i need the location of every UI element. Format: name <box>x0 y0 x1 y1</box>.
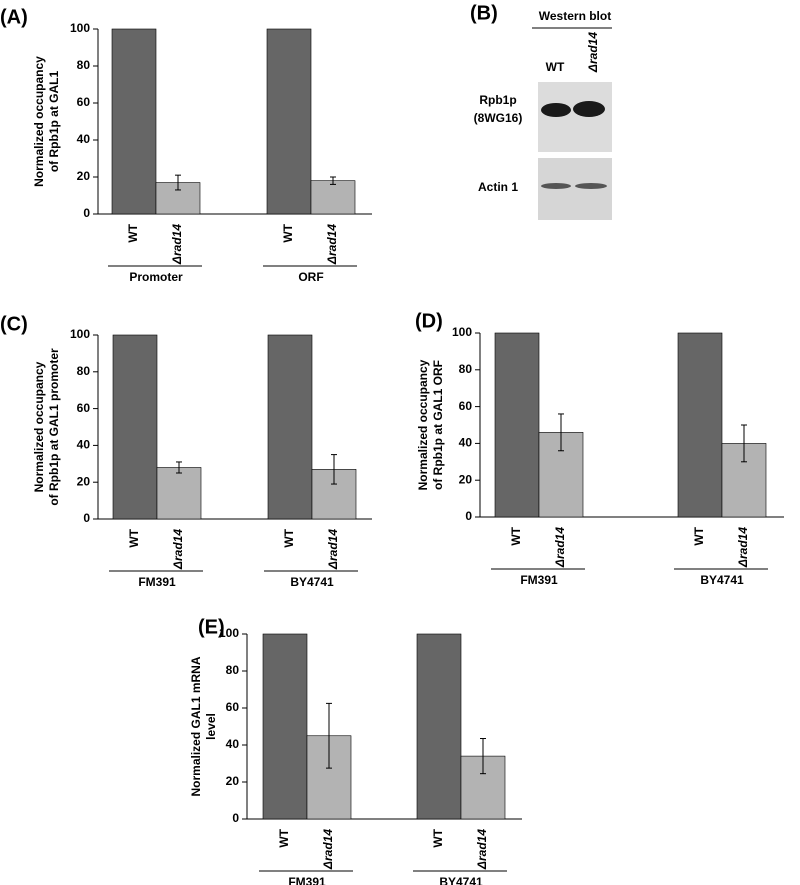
bar-label: Δrad14 <box>321 829 335 870</box>
y-tick-label: 20 <box>459 472 473 486</box>
blot-image <box>538 82 612 152</box>
error-bar <box>176 461 182 474</box>
y-axis-label: of Rpb1p at GAL1 ORF <box>431 360 445 490</box>
lane-label: WT <box>546 60 565 74</box>
y-axis-label: Normalized occupancy <box>416 359 430 490</box>
group-label: ORF <box>298 270 323 284</box>
panel-label: (C) <box>0 313 28 335</box>
y-tick-label: 80 <box>77 364 91 378</box>
y-tick-label: 0 <box>83 206 90 220</box>
y-tick-label: 100 <box>452 325 472 339</box>
group-label: BY4741 <box>700 573 744 587</box>
blot-title: Western blot <box>539 9 611 23</box>
bar <box>460 755 506 820</box>
bar-label: Δrad14 <box>553 527 567 568</box>
y-tick-label: 60 <box>459 399 473 413</box>
bar-label: Δrad14 <box>326 529 340 570</box>
bar-label: WT <box>127 528 141 547</box>
bar <box>112 334 158 520</box>
bar <box>156 467 202 520</box>
y-tick-label: 80 <box>459 362 473 376</box>
bar <box>262 633 308 820</box>
y-tick-label: 40 <box>226 737 240 751</box>
bar <box>111 28 157 215</box>
error-bar <box>326 702 332 769</box>
panel-label: (D) <box>415 310 443 332</box>
group-label: FM391 <box>288 875 326 885</box>
western-blot: (B) Western blot WT Δrad14 Rpb1p (8WG16)… <box>470 2 612 220</box>
lane-label: Δrad14 <box>586 32 600 73</box>
y-tick-label: 20 <box>77 169 91 183</box>
error-bar <box>558 413 564 452</box>
error-bar <box>331 454 337 485</box>
band <box>573 101 605 117</box>
y-tick-label: 20 <box>77 474 91 488</box>
y-tick-label: 40 <box>77 438 91 452</box>
y-tick-label: 0 <box>232 811 239 825</box>
y-tick-label: 100 <box>219 626 239 640</box>
blot-image <box>538 158 612 220</box>
bar-label: WT <box>282 528 296 547</box>
y-axis-label: of Rpb1p at GAL1 <box>47 71 61 173</box>
bar <box>267 334 313 520</box>
y-tick-label: 0 <box>465 509 472 523</box>
y-tick-label: 60 <box>77 401 91 415</box>
bar-label: WT <box>509 526 523 545</box>
bar <box>494 332 540 518</box>
y-tick-label: 80 <box>77 58 91 72</box>
band <box>575 183 607 189</box>
panel-label: (B) <box>470 2 498 24</box>
bar-label: WT <box>281 223 295 242</box>
error-bar <box>175 174 181 191</box>
error-bar <box>480 738 486 775</box>
error-bar <box>330 176 336 185</box>
bar <box>416 633 462 820</box>
bar-label: Δrad14 <box>170 224 184 265</box>
group-label: BY4741 <box>439 875 483 885</box>
y-tick-label: 100 <box>70 327 90 341</box>
bar-label: Δrad14 <box>475 829 489 870</box>
band <box>541 103 571 117</box>
y-tick-label: 60 <box>226 700 240 714</box>
panel-label: (A) <box>0 6 28 28</box>
panel-label: (E) <box>198 616 225 638</box>
band <box>541 183 571 189</box>
bar <box>310 180 356 215</box>
bar <box>266 28 312 215</box>
group-label: Promoter <box>129 270 183 284</box>
y-tick-label: 40 <box>459 436 473 450</box>
y-tick-label: 80 <box>226 663 240 677</box>
bar-label: WT <box>692 526 706 545</box>
bar-chart: (D) Normalized occupancy of Rpb1p at GAL1 … <box>415 310 784 587</box>
y-axis-label: Normalized occupancy <box>32 361 46 492</box>
bar-label: WT <box>431 828 445 847</box>
bar-chart: (E) Normalized GAL1 mRNA level 0 20 40 60 80 100… <box>189 616 522 885</box>
row-label: (8WG16) <box>474 111 523 125</box>
bar-label: Δrad14 <box>325 224 339 265</box>
y-axis-label: of Rpb1p at GAL1 promoter <box>47 348 61 506</box>
bar-label: Δrad14 <box>736 527 750 568</box>
y-tick-label: 60 <box>77 95 91 109</box>
bar-label: WT <box>126 223 140 242</box>
bar <box>677 332 723 518</box>
bar-label: WT <box>277 828 291 847</box>
bar-chart: (C) Normalized occupancy of Rpb1p at GAL1 … <box>0 313 372 589</box>
row-label: Actin 1 <box>478 180 518 194</box>
group-label: FM391 <box>520 573 558 587</box>
group-label: BY4741 <box>290 575 334 589</box>
y-tick-label: 20 <box>226 774 240 788</box>
group-label: FM391 <box>138 575 176 589</box>
error-bar <box>741 424 747 463</box>
bar-label: Δrad14 <box>171 529 185 570</box>
bar-chart: (A) Normalized occupancy of Rpb1p at GAL1 0… <box>0 6 372 284</box>
y-axis-label: Normalized GAL1 mRNA <box>189 656 203 796</box>
y-axis-label: Normalized occupancy <box>32 56 46 187</box>
y-tick-label: 0 <box>83 511 90 525</box>
y-tick-label: 100 <box>70 21 90 35</box>
row-label: Rpb1p <box>479 93 516 107</box>
y-axis-label: level <box>204 713 218 740</box>
y-tick-label: 40 <box>77 132 91 146</box>
